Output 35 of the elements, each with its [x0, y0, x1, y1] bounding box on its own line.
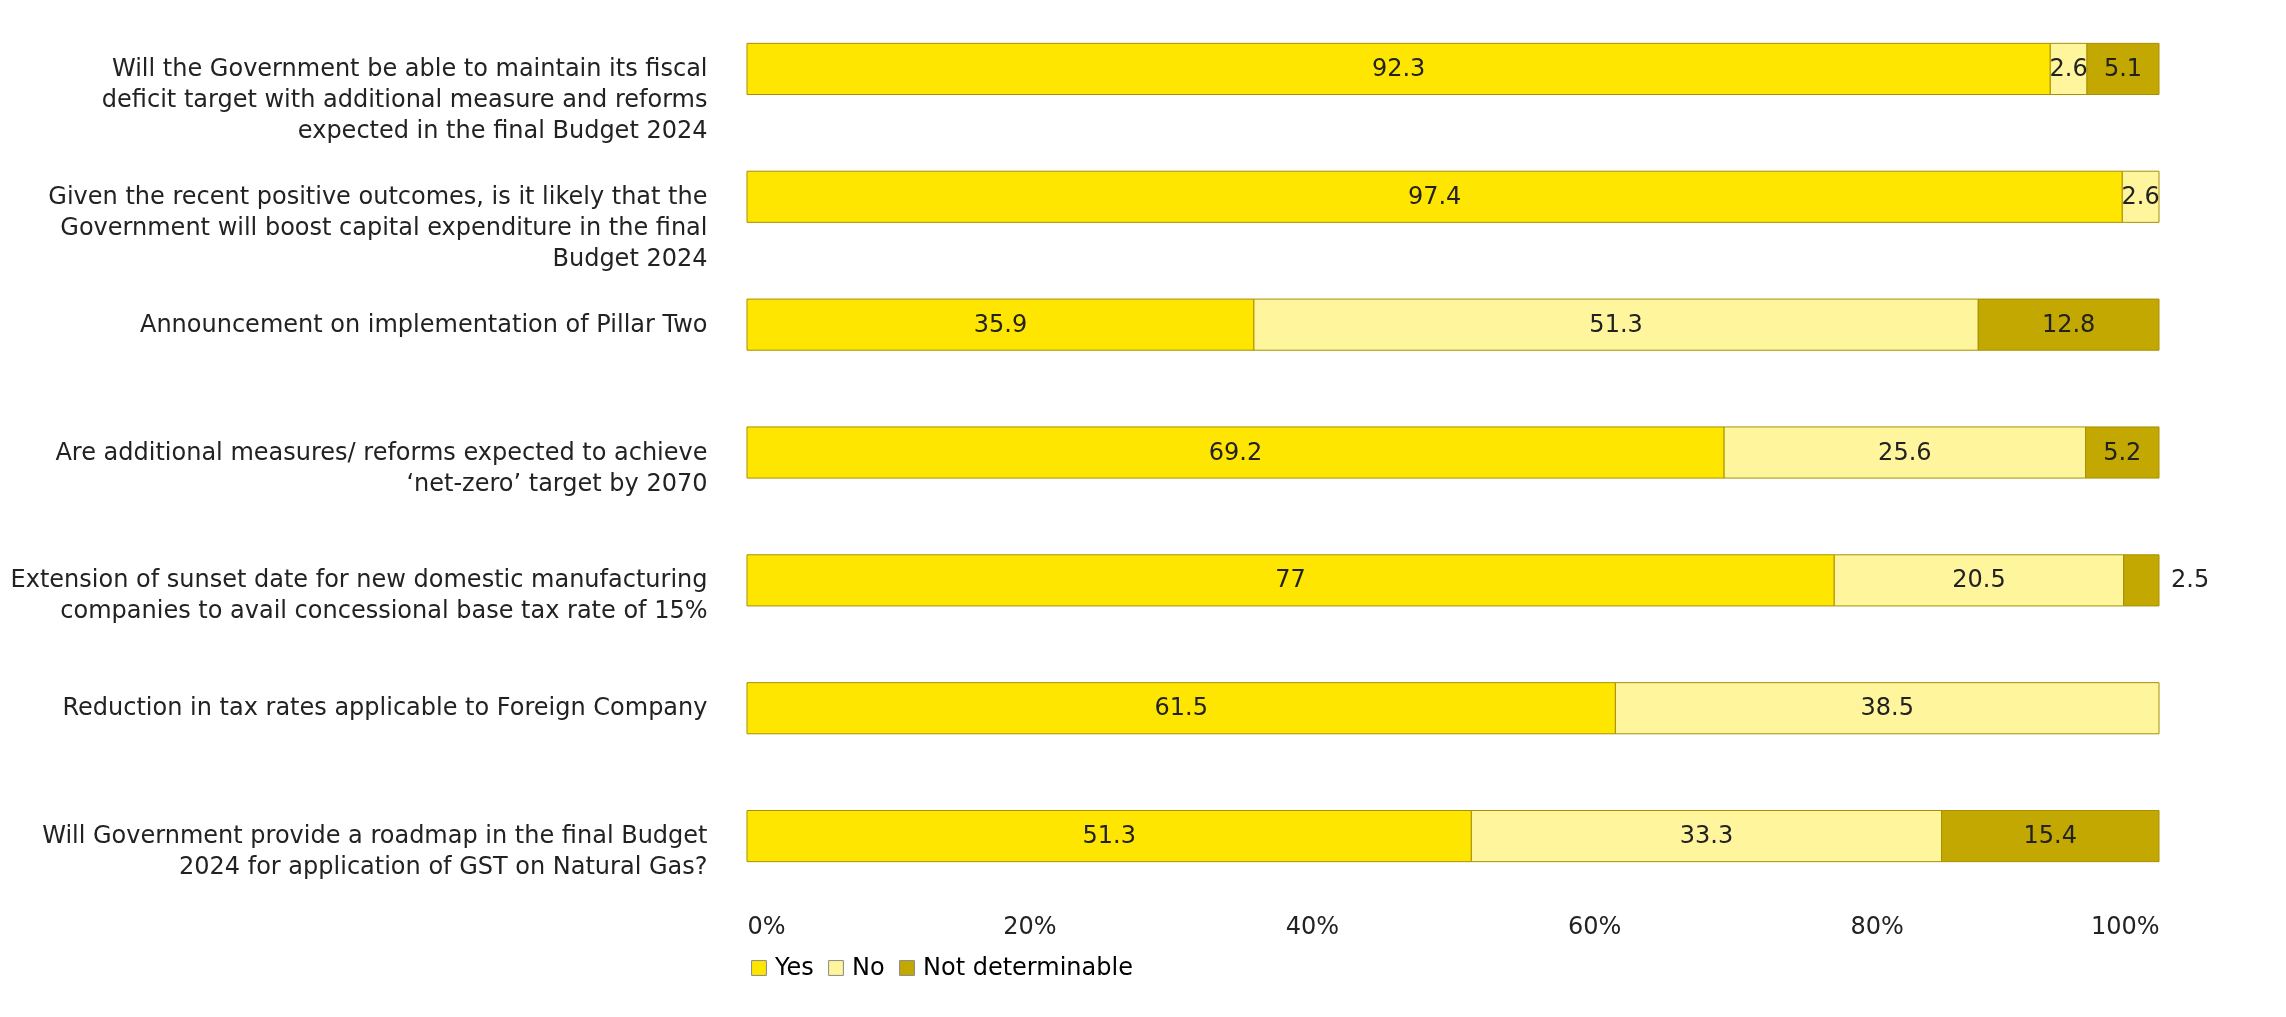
x-tick-label: 20%	[1003, 911, 1057, 940]
x-tick-label: 40%	[1285, 911, 1339, 940]
legend-label: Not determinable	[923, 953, 1133, 981]
y-tick-label: Will the Government be able to maintain its fiscal deficit target with additional measure and reforms expected in the final Budget 2024	[101, 53, 708, 144]
data-label: 51.3	[1589, 309, 1643, 338]
y-tick-label: Extension of sunset date for new domestic manufacturing companies to avail concessional base tax rate of 15%	[10, 565, 708, 625]
data-label: 2.5	[2171, 565, 2210, 594]
y-tick-label: Reduction in tax rates applicable to Foreign Company	[62, 693, 708, 722]
data-label: 51.3	[1082, 821, 1136, 850]
y-tick-label: Will Government provide a roadmap in the final Budget 2024 for application of GST on Natural Gas?	[42, 821, 708, 881]
data-label: 5.2	[2103, 437, 2142, 466]
data-label: 2.6	[2121, 181, 2160, 210]
legend-label: Yes	[774, 953, 814, 981]
data-label: 33.3	[1679, 821, 1734, 850]
data-label: 25.6	[1878, 437, 1932, 466]
data-label: 2.6	[2049, 53, 2088, 82]
y-tick-label: Announcement on implementation of Pillar Two	[139, 309, 708, 338]
data-label: 5.1	[2103, 53, 2143, 82]
data-label: 15.4	[2023, 821, 2077, 850]
y-tick-label: Given the recent positive outcomes, is it likely that the Government will boost capital expenditure in the final Budget 2024	[48, 181, 708, 272]
x-tick-label: 80%	[1850, 911, 1904, 940]
x-tick-label: 100%	[2090, 911, 2160, 940]
y-tick-label: Are additional measures/ reforms expected to achieve ‘net-zero’ target by 2070	[55, 437, 708, 497]
data-label: 38.5	[1860, 693, 1914, 722]
x-tick-label: 0%	[747, 911, 786, 940]
data-label: 20.5	[1952, 565, 2006, 594]
data-label: 61.5	[1154, 693, 1208, 722]
data-label: 92.3	[1371, 53, 1426, 82]
data-label: 77	[1275, 565, 1306, 594]
legend-label: No	[852, 953, 885, 981]
x-tick-label: 60%	[1568, 911, 1622, 940]
data-label: 12.8	[2041, 309, 2096, 338]
data-label: 35.9	[973, 309, 1028, 338]
data-label: 69.2	[1208, 437, 1263, 466]
data-label: 97.4	[1407, 181, 1462, 210]
